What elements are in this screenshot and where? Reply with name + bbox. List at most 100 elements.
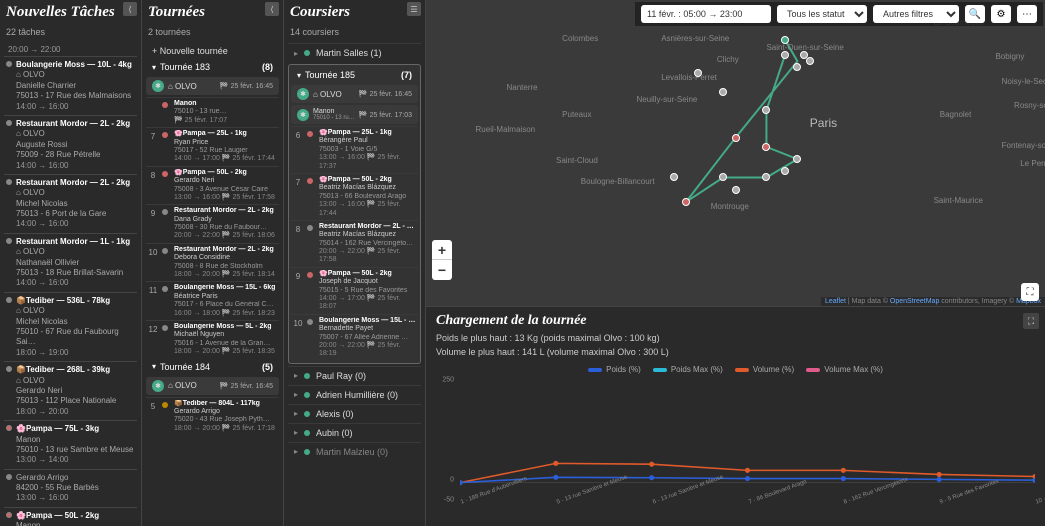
- courier-item[interactable]: ▸Aubin (0): [288, 423, 421, 442]
- map-marker[interactable]: [781, 51, 789, 59]
- leaflet-link[interactable]: Leaflet: [825, 298, 846, 305]
- task-item[interactable]: Restaurant Mordor — 2L - 2kg ⌂ OLVO Mich…: [4, 174, 137, 233]
- search-button[interactable]: 🔍: [965, 5, 985, 23]
- map-marker[interactable]: [781, 167, 789, 175]
- tour-brand[interactable]: ✱⌂ OLVO🏁 25 févr. 16:45: [291, 85, 418, 103]
- courier-item[interactable]: ▸Adrien Humillière (0): [288, 385, 421, 404]
- tour-stop[interactable]: 10 Boulangerie Moss — 15L - 6kgBernadett…: [291, 314, 418, 361]
- legend-item[interactable]: Poids Max (%): [653, 365, 723, 374]
- couriers-list[interactable]: ▸Martin Salles (1) ▾Tournée 185(7) ✱⌂ OLV…: [284, 43, 425, 526]
- task-item[interactable]: Restaurant Mordor — 1L - 1kg ⌂ OLVO Nath…: [4, 233, 137, 292]
- courier-item[interactable]: ▸Martin Malzieu (0): [288, 442, 421, 461]
- chart-legend: Poids (%) Poids Max (%) Volume (%) Volume M…: [436, 365, 1035, 374]
- topbar: Tous les statuts Autres filtres 🔍 ⚙ ⋯: [635, 2, 1043, 26]
- map-marker[interactable]: [670, 173, 678, 181]
- tour-header[interactable]: ▾Tournée 183(8): [146, 59, 279, 75]
- task-item[interactable]: 🌸Pampa — 50L - 2kg Manon 75010 - 13 rue …: [4, 507, 137, 526]
- map-marker[interactable]: [762, 173, 770, 181]
- task-item[interactable]: Restaurant Mordor — 2L - 2kg ⌂ OLVO Augu…: [4, 115, 137, 174]
- tasks-title: Nouvelles Tâches: [0, 0, 141, 25]
- map-label: Saint-Cloud: [556, 156, 598, 165]
- status-filter[interactable]: Tous les statuts: [777, 5, 867, 23]
- chart-expand-icon[interactable]: ⛶: [1021, 283, 1039, 301]
- map-marker[interactable]: [762, 106, 770, 114]
- date-filter[interactable]: [641, 5, 771, 23]
- tour-stop[interactable]: 6 🌸Pampa — 25L - 1kgBérangère Paul75003 …: [291, 126, 418, 173]
- tour-brand[interactable]: ✱⌂ OLVO🏁 25 févr. 16:45: [146, 377, 279, 395]
- map-marker[interactable]: [732, 186, 740, 194]
- map-marker[interactable]: [694, 69, 702, 77]
- map-label: Asnières-sur-Seine: [661, 34, 729, 43]
- tour-stop[interactable]: 7 🌸Pampa — 25L - 1kgRyan Price75017 - 52…: [146, 127, 279, 166]
- tour-header[interactable]: ▾Tournée 185(7): [291, 67, 418, 83]
- map-route: [426, 0, 1045, 306]
- tours-title: Tournées: [142, 0, 283, 25]
- selected-tour: ▾Tournée 185(7) ✱⌂ OLVO🏁 25 févr. 16:45 …: [288, 64, 421, 364]
- courier-item[interactable]: ▸Paul Ray (0): [288, 366, 421, 385]
- map-label: Boulogne-Billancourt: [581, 177, 655, 186]
- legend-item[interactable]: Poids (%): [588, 365, 641, 374]
- chart-area: -500250 1 - 188 Rue d'Aubervilliers5 - 1…: [460, 380, 1035, 500]
- task-item[interactable]: Boulangerie Moss — 10L - 4kg ⌂ OLVO Dani…: [4, 56, 137, 115]
- task-item[interactable]: 🌸Pampa — 75L - 3kg Manon 75010 - 13 rue …: [4, 420, 137, 469]
- courier-item[interactable]: ▸Alexis (0): [288, 404, 421, 423]
- map-label: Puteaux: [562, 110, 591, 119]
- tours-collapse-icon[interactable]: ⟨: [265, 2, 279, 16]
- map-marker[interactable]: [793, 63, 801, 71]
- tour-stop[interactable]: 8 Restaurant Mordor — 2L - 2kgBeatriz Ma…: [291, 220, 418, 267]
- couriers-title: Coursiers: [284, 0, 425, 25]
- map-marker[interactable]: [719, 88, 727, 96]
- courier-item[interactable]: ▸Martin Salles (1): [288, 43, 421, 62]
- map-marker[interactable]: [719, 173, 727, 181]
- tasks-list[interactable]: 20:00 → 22:00 Boulangerie Moss — 10L - 4…: [0, 43, 141, 526]
- map[interactable]: Tous les statuts Autres filtres 🔍 ⚙ ⋯ La…: [426, 0, 1045, 306]
- couriers-column: ☰ Coursiers 14 coursiers ▸Martin Salles …: [284, 0, 426, 526]
- y-tick: -50: [444, 497, 454, 504]
- tours-list[interactable]: + Nouvelle tournée ▾Tournée 183(8) ✱⌂ OLV…: [142, 43, 283, 526]
- tour-stop[interactable]: 10 Restaurant Mordor — 2L - 2kgDebora Co…: [146, 243, 279, 282]
- tour-stop[interactable]: 12 Boulangerie Moss — 5L - 2kgMichaël Ng…: [146, 320, 279, 359]
- map-marker[interactable]: [806, 57, 814, 65]
- tour-stop[interactable]: 5 📦Tediber — 804L - 117kgGerardo Arrigo7…: [146, 397, 279, 436]
- map-marker[interactable]: [732, 134, 740, 142]
- tour-header[interactable]: ▾Tournée 184(5): [146, 359, 279, 375]
- osm-link[interactable]: OpenStreetMap: [890, 298, 939, 305]
- map-marker[interactable]: [762, 143, 770, 151]
- tour-stop[interactable]: 9 Restaurant Mordor — 2L - 2kgDana Grady…: [146, 204, 279, 243]
- map-marker[interactable]: [781, 36, 789, 44]
- map-label: Paris: [810, 116, 837, 130]
- task-item[interactable]: Gerardo Arrigo 84200 - 55 Rue Barbès 13:…: [4, 469, 137, 507]
- map-label: Nanterre: [506, 83, 537, 92]
- new-tour-button[interactable]: + Nouvelle tournée: [146, 43, 279, 59]
- tour-stop[interactable]: 7 🌸Pampa — 50L - 2kgBeatriz Macías Blázq…: [291, 173, 418, 220]
- legend-item[interactable]: Volume Max (%): [806, 365, 883, 374]
- chart-collapse-icon[interactable]: ⛶: [1023, 313, 1039, 329]
- tour-stop[interactable]: 11 Boulangerie Moss — 15L - 6kgBéatrice …: [146, 281, 279, 320]
- more-button[interactable]: ⋯: [1017, 5, 1037, 23]
- settings-button[interactable]: ⚙: [991, 5, 1011, 23]
- task-item[interactable]: 📦Tediber — 268L - 39kg ⌂ OLVO Gerardo Ne…: [4, 361, 137, 420]
- chart-title: Chargement de la tournée: [436, 313, 1035, 329]
- zoom-out-button[interactable]: −: [432, 260, 452, 280]
- y-tick: 0: [450, 477, 454, 484]
- other-filters[interactable]: Autres filtres: [873, 5, 959, 23]
- tour-stop[interactable]: 8 🌸Pampa — 50L - 2kgGerardo Neri75008 - …: [146, 166, 279, 205]
- tasks-collapse-icon[interactable]: ⟨: [123, 2, 137, 16]
- tour-stop[interactable]: 9 🌸Pampa — 50L - 2kgJoseph de Jacquot750…: [291, 267, 418, 314]
- legend-item[interactable]: Volume (%): [735, 365, 794, 374]
- couriers-menu-icon[interactable]: ☰: [407, 2, 421, 16]
- tour-brand[interactable]: ✱Manon75010 - 13 ru…🏁 25 févr. 17:03: [291, 105, 418, 124]
- map-label: Levallois-Perret: [661, 73, 717, 82]
- map-marker[interactable]: [682, 198, 690, 206]
- task-item[interactable]: 📦Tediber — 536L - 78kg ⌂ OLVO Michel Nic…: [4, 292, 137, 361]
- map-marker[interactable]: [793, 155, 801, 163]
- tour-stop[interactable]: Manon75010 - 13 rue…🏁 25 févr. 17:07: [146, 97, 279, 127]
- map-label: Le Perreux-sur-Marne: [1020, 159, 1045, 168]
- zoom-in-button[interactable]: +: [432, 240, 452, 260]
- map-label: Clichy: [717, 55, 739, 64]
- map-label: Montrouge: [711, 202, 749, 211]
- map-label: Colombes: [562, 34, 598, 43]
- map-zoom: + −: [432, 240, 452, 280]
- tour-brand[interactable]: ✱⌂ OLVO🏁 25 févr. 16:45: [146, 77, 279, 95]
- x-tick: 10 - 188 Rue d'Aubervilliers: [1035, 475, 1045, 506]
